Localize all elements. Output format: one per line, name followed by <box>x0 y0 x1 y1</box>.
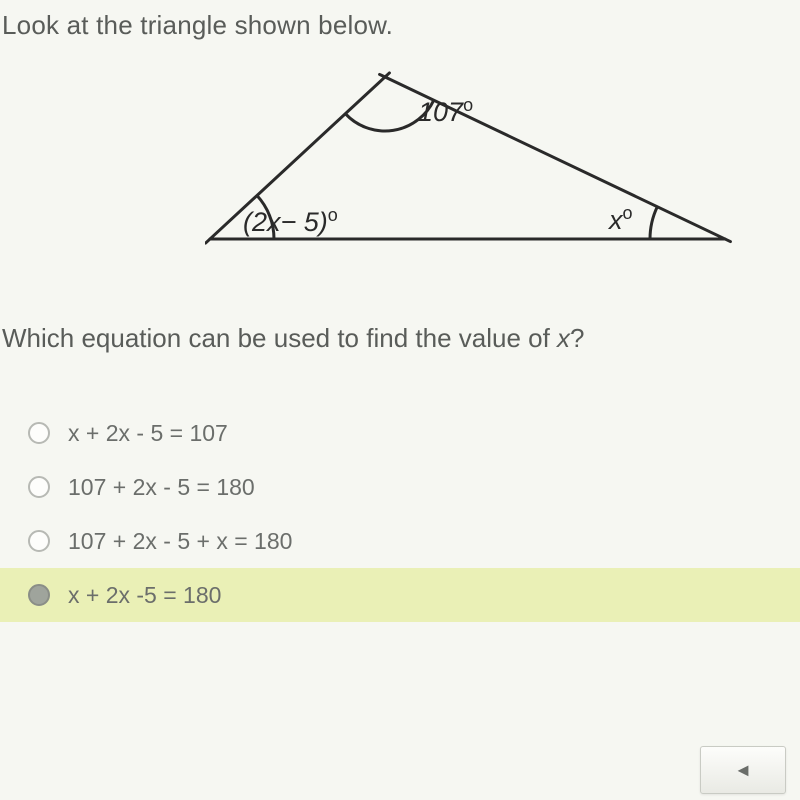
option-label: 107 + 2x - 5 = 180 <box>68 474 255 501</box>
option-1[interactable]: 107 + 2x - 5 = 180 <box>0 460 800 514</box>
option-2[interactable]: 107 + 2x - 5 + x = 180 <box>0 514 800 568</box>
angle-label-left: (2x− 5)o <box>243 205 338 238</box>
radio-icon <box>28 476 50 498</box>
radio-icon <box>28 422 50 444</box>
option-label: 107 + 2x - 5 + x = 180 <box>68 528 292 555</box>
triangle-figure: 107o (2x− 5)o xo <box>0 69 800 299</box>
option-label: x + 2x - 5 = 107 <box>68 420 228 447</box>
chevron-left-icon: ◄ <box>734 760 752 781</box>
option-0[interactable]: x + 2x - 5 = 107 <box>0 406 800 460</box>
options-list: x + 2x - 5 = 107 107 + 2x - 5 = 180 107 + … <box>0 406 800 622</box>
angle-label-top: 107o <box>418 95 473 128</box>
sub-question: Which equation can be used to find the v… <box>0 299 800 354</box>
option-label: x + 2x -5 = 180 <box>68 582 221 609</box>
radio-icon <box>28 584 50 606</box>
option-3[interactable]: x + 2x -5 = 180 <box>0 568 800 622</box>
prev-button[interactable]: ◄ <box>700 746 786 794</box>
radio-icon <box>28 530 50 552</box>
angle-label-right: xo <box>609 203 633 236</box>
question-prompt: Look at the triangle shown below. <box>0 0 800 41</box>
